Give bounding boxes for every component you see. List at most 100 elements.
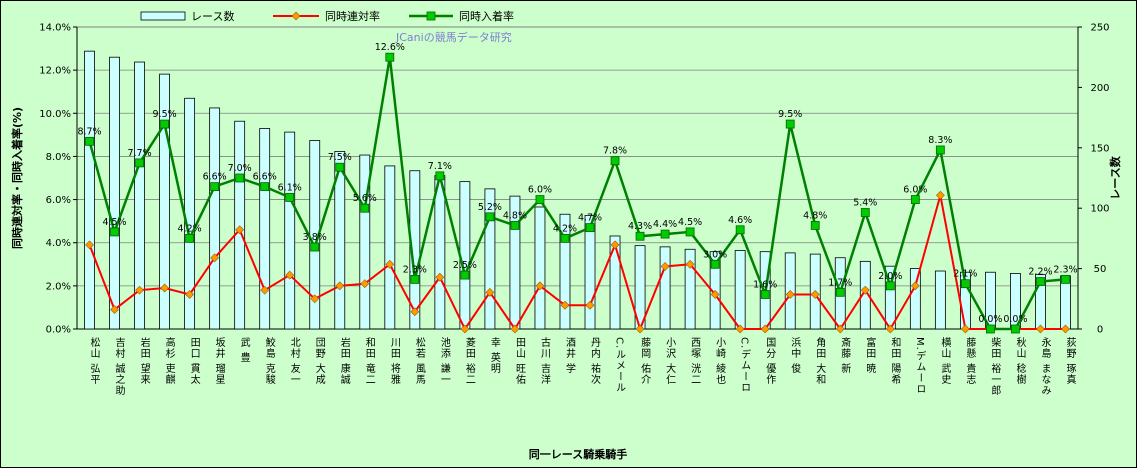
- bar: [284, 131, 296, 330]
- data-label: 3.0%: [703, 249, 727, 260]
- x-tick-label: 秋山 稔樹: [1014, 336, 1026, 385]
- left-tick-label: 10.0%: [39, 109, 71, 120]
- point-rentai: [585, 300, 595, 310]
- data-label: 6.6%: [253, 172, 277, 183]
- bar: [934, 270, 946, 330]
- point-rentai: [385, 259, 395, 269]
- bar: [259, 128, 271, 330]
- point-nyuchaku: [535, 195, 545, 204]
- point-rentai: [860, 285, 870, 295]
- data-label: 12.6%: [375, 42, 405, 53]
- point-nyuchaku: [1036, 277, 1045, 286]
- bar: [384, 165, 396, 330]
- x-tick-label: 小沢 大仁: [664, 337, 676, 385]
- x-tick-label: 浜中 俊: [789, 337, 801, 374]
- data-label: 0.0%: [978, 314, 1002, 325]
- bar: [684, 248, 696, 330]
- point-nyuchaku: [685, 227, 695, 237]
- x-tick-label: 斎藤 新: [839, 336, 851, 374]
- point-nyuchaku: [885, 281, 895, 291]
- right-tick-label: 100: [1090, 204, 1109, 215]
- point-nyuchaku: [735, 225, 745, 235]
- point-rentai: [110, 305, 119, 315]
- point-rentai: [760, 324, 770, 334]
- x-tick-label: 富田 暁: [864, 336, 876, 374]
- point-nyuchaku: [185, 233, 195, 243]
- point-nyuchaku: [160, 119, 169, 129]
- bar: [484, 188, 496, 330]
- point-rentai: [885, 324, 895, 334]
- point-nyuchaku: [910, 195, 920, 204]
- point-rentai: [160, 283, 170, 293]
- left-tick-label: 2.0%: [46, 281, 71, 292]
- data-label: 4.7%: [578, 213, 602, 224]
- point-nyuchaku: [285, 193, 295, 202]
- data-label: 7.1%: [428, 161, 452, 172]
- data-label: 9.5%: [778, 109, 802, 120]
- point-rentai: [335, 281, 345, 291]
- point-rentai: [735, 324, 745, 334]
- data-label: 5.6%: [353, 193, 377, 204]
- legend-label: 同時連対率: [325, 9, 380, 23]
- point-nyuchaku: [1061, 274, 1070, 284]
- x-tick-label: 坂井 瑠星: [213, 337, 225, 385]
- legend-label: レース数: [191, 10, 234, 23]
- point-rentai: [310, 294, 320, 304]
- point-nyuchaku: [360, 203, 370, 213]
- data-label: 1.7%: [828, 277, 852, 288]
- x-tick-label: 菱田 裕二: [463, 337, 475, 385]
- bar: [909, 268, 921, 330]
- x-tick-label: 西塚 洸二: [689, 337, 701, 385]
- x-tick-label: 酒井 学: [563, 337, 575, 374]
- legend-label: 同時入着率: [459, 9, 514, 23]
- x-tick-label: 藤岡 佑介: [639, 337, 651, 385]
- point-rentai: [360, 279, 370, 289]
- legend-swatch-bar: [140, 11, 186, 21]
- data-label: 5.4%: [853, 198, 877, 209]
- point-nyuchaku: [310, 242, 320, 252]
- point-nyuchaku: [85, 136, 94, 146]
- point-nyuchaku: [635, 231, 645, 241]
- x-tick-label: 鮫島 克駿: [263, 336, 275, 385]
- bar: [409, 170, 421, 330]
- bar: [334, 151, 346, 330]
- data-label: 7.5%: [328, 152, 352, 163]
- x-tick-label: 北村 友一: [288, 337, 300, 385]
- y-axis-title-left: 同時連対率・同時入着率(%): [10, 107, 24, 249]
- data-label: 7.8%: [603, 146, 627, 157]
- data-label: 1.6%: [753, 279, 777, 290]
- data-label: 2.0%: [878, 271, 902, 282]
- right-tick-label: 50: [1094, 264, 1107, 275]
- point-nyuchaku: [110, 227, 119, 237]
- x-tick-label: 田口 貫太: [188, 337, 200, 385]
- point-rentai: [835, 324, 845, 334]
- data-label: 4.6%: [728, 215, 752, 226]
- point-nyuchaku: [935, 145, 945, 155]
- x-tick-label: 松若 風馬: [413, 336, 425, 385]
- point-rentai: [635, 324, 645, 334]
- point-rentai: [935, 190, 945, 200]
- bar: [734, 250, 746, 330]
- right-tick-label: 0: [1097, 325, 1103, 336]
- point-nyuchaku: [610, 156, 620, 166]
- right-tick-label: 150: [1090, 143, 1109, 154]
- point-nyuchaku: [810, 221, 820, 230]
- bar: [359, 154, 371, 330]
- data-label: 4.5%: [102, 217, 126, 228]
- left-tick-label: 4.0%: [46, 238, 71, 249]
- data-label: 4.8%: [803, 210, 827, 221]
- x-tick-label: 横山 武史: [939, 336, 951, 385]
- data-label: 4.3%: [628, 221, 652, 232]
- right-tick-label: 250: [1090, 23, 1109, 34]
- bar: [459, 181, 471, 330]
- x-tick-label: 松山 弘平: [88, 336, 100, 385]
- point-nyuchaku: [410, 274, 420, 284]
- point-rentai: [810, 290, 820, 299]
- x-tick-label: 小崎 綾也: [714, 337, 726, 385]
- x-tick-label: 高杉 吏麒: [163, 336, 175, 385]
- x-tick-label: 川田 将雅: [388, 337, 400, 385]
- data-label: 4.5%: [678, 217, 702, 228]
- data-label: 5.2%: [478, 202, 502, 213]
- point-nyuchaku: [460, 270, 470, 280]
- point-rentai: [785, 290, 795, 299]
